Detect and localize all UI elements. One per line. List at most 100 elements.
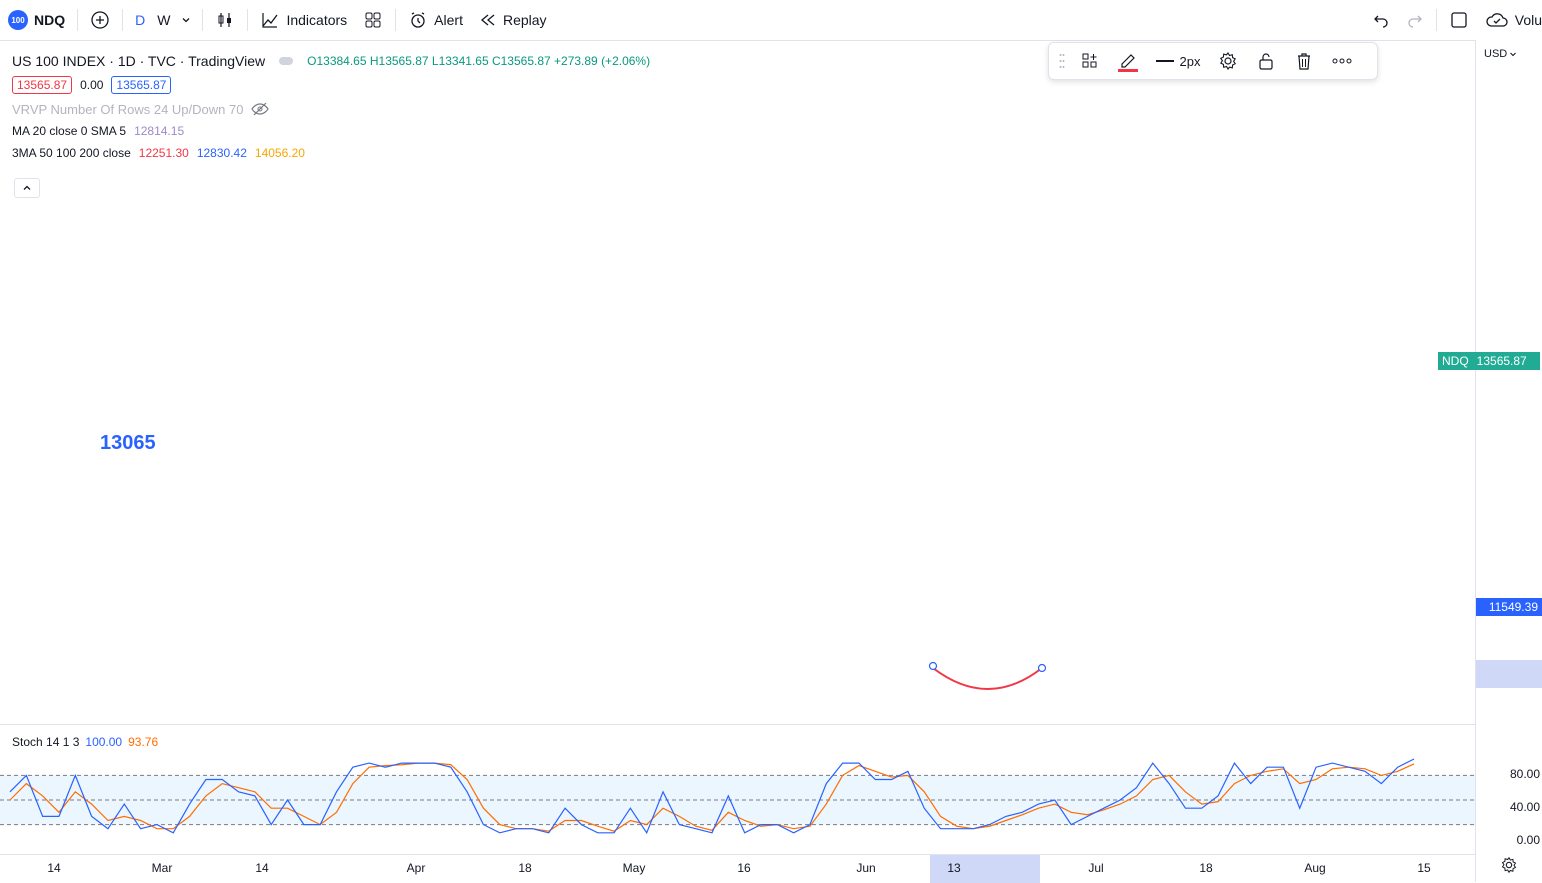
interval-d[interactable]: D [127, 0, 153, 40]
indicators-label: Indicators [286, 12, 348, 28]
stoch-d-line[interactable] [9, 762, 1415, 832]
arc-handle[interactable] [928, 661, 938, 671]
main-chart-pane[interactable] [0, 40, 1475, 724]
indicators-button[interactable]: Indicators [252, 0, 355, 40]
time-tick-label: Jun [856, 861, 876, 875]
indicators-icon [262, 13, 278, 28]
time-range-highlight [930, 855, 1040, 883]
chart-type-button[interactable] [207, 0, 243, 40]
delete-button[interactable] [1287, 46, 1321, 76]
price-chart[interactable] [0, 40, 1475, 724]
line-color-button[interactable] [1111, 46, 1145, 76]
lock-button[interactable] [1249, 46, 1283, 76]
sma50-value: 12251.30 [138, 146, 189, 160]
time-tick-label: May [622, 861, 646, 875]
alert-button[interactable]: Alert [400, 0, 471, 40]
sma100-value: 12830.42 [196, 146, 247, 160]
time-tick-label: Jul [1088, 861, 1104, 875]
stoch-d-value: 93.76 [128, 735, 159, 749]
more-horizontal-icon [1332, 58, 1352, 64]
price-scale[interactable]: USD 15750.0015500.0015250.0015000.001475… [1438, 40, 1542, 882]
replay-button[interactable]: Replay [471, 0, 555, 40]
stoch-tick-label: 80.00 [1509, 767, 1540, 782]
eye-hidden-icon[interactable] [251, 102, 270, 116]
compare-button[interactable] [82, 0, 118, 40]
redo-icon [1408, 15, 1422, 28]
time-tick-label: Mar [151, 861, 173, 875]
time-tick-label: 18 [518, 861, 532, 875]
template-button[interactable] [1073, 46, 1107, 76]
sma3-label: 3MA 50 100 200 close [12, 146, 131, 160]
chart-legend: US 100 INDEX · 1D · TVC · TradingView O1… [12, 50, 650, 164]
time-axis[interactable]: 14 Mar 14 Apr 18 May 16 Jun 13 Jul 18 Aug 15 [0, 854, 1475, 883]
stoch-legend[interactable]: Stoch 14 1 3 100.00 93.76 [12, 735, 158, 749]
stoch-label: Stoch 14 1 3 [12, 735, 80, 749]
grip-icon [1059, 54, 1065, 68]
collapse-legend-button[interactable] [14, 178, 40, 198]
stoch-k-line[interactable] [9, 758, 1415, 835]
last-price-tag: NDQ 13565.87 [1438, 352, 1540, 370]
gear-icon [1219, 52, 1237, 70]
vrvp-row[interactable]: VRVP Number Of Rows 24 Up/Down 70 [12, 98, 650, 120]
drawing-toolbar: 2px [1048, 42, 1378, 80]
sma3-row[interactable]: 3MA 50 100 200 close 12251.30 12830.42 1… [12, 142, 650, 164]
settings-gear-corner[interactable] [1500, 856, 1518, 879]
interval-w-label: W [157, 12, 171, 28]
fullscreen-button[interactable] [1441, 0, 1477, 40]
hline-price-value: 11549.39 [1488, 600, 1538, 614]
last-price-symbol: NDQ [1442, 354, 1469, 368]
currency-selector[interactable]: USD [1484, 48, 1517, 60]
plus-circle-icon [91, 11, 109, 29]
cloud-check-icon [1486, 13, 1508, 27]
unlock-icon [1259, 53, 1273, 70]
ma-value: 12814.15 [134, 124, 185, 138]
more-button[interactable] [1325, 46, 1359, 76]
last-price-value: 13565.87 [1476, 354, 1527, 368]
layout-grid-icon [365, 12, 381, 28]
interval-w[interactable]: W [153, 0, 174, 40]
chevron-down-icon [183, 18, 190, 23]
chevron-up-icon [23, 185, 31, 190]
line-width-button[interactable]: 2px [1149, 46, 1207, 76]
stochastic-chart[interactable] [0, 725, 1475, 855]
stoch-tick-label: 0.00 [1516, 833, 1540, 847]
stochastic-pane[interactable]: Stoch 14 1 3 100.00 93.76 [0, 724, 1475, 855]
interval-d-label: D [135, 12, 146, 28]
interval-dropdown[interactable] [174, 0, 198, 40]
time-tick-label: 18 [1199, 861, 1213, 875]
spread-value: 0.00 [80, 78, 104, 92]
chevron-down-icon [1510, 52, 1517, 57]
pencil-icon [1118, 54, 1138, 72]
alarm-clock-icon [411, 12, 425, 28]
index-logo-icon: 100 [8, 10, 28, 30]
top-toolbar: 100 NDQ D W Indicators Alert Replay [0, 0, 1542, 41]
rewind-icon [480, 14, 495, 26]
ask-price[interactable]: 13565.87 [111, 76, 172, 94]
redo-button[interactable] [1398, 0, 1432, 40]
drag-handle[interactable] [1055, 46, 1069, 76]
square-icon [1451, 12, 1467, 28]
arc-drawing[interactable] [932, 667, 1043, 690]
time-tick-label: 14 [255, 861, 269, 875]
undo-button[interactable] [1364, 0, 1398, 40]
save-cloud-button[interactable]: Volu [1477, 0, 1542, 40]
templates-button[interactable] [355, 0, 391, 40]
ma-row[interactable]: MA 20 close 0 SMA 5 12814.15 [12, 120, 650, 142]
time-tick-label: Apr [406, 861, 426, 875]
line-width-icon [1155, 60, 1174, 62]
settings-button[interactable] [1211, 46, 1245, 76]
symbol-legend-row: US 100 INDEX · 1D · TVC · TradingView O1… [12, 50, 650, 72]
bid-price[interactable]: 13565.87 [12, 76, 73, 94]
template-grid-icon [1082, 53, 1097, 68]
line-width-label: 2px [1179, 53, 1201, 69]
alert-label: Alert [434, 12, 463, 28]
low-price-annotation[interactable]: 13065 [100, 432, 156, 454]
time-tick-label: 15 [1417, 861, 1431, 875]
vrvp-label: VRVP Number Of Rows 24 Up/Down 70 [12, 101, 244, 117]
arc-handle[interactable] [1037, 663, 1047, 673]
symbol-search[interactable]: 100 NDQ [0, 0, 73, 40]
price-range-highlight [1476, 660, 1542, 688]
symbol-name: NDQ [34, 12, 66, 28]
time-tick-label: 13 [947, 861, 961, 875]
bid-ask-row: 13565.87 0.00 13565.87 [12, 72, 650, 98]
